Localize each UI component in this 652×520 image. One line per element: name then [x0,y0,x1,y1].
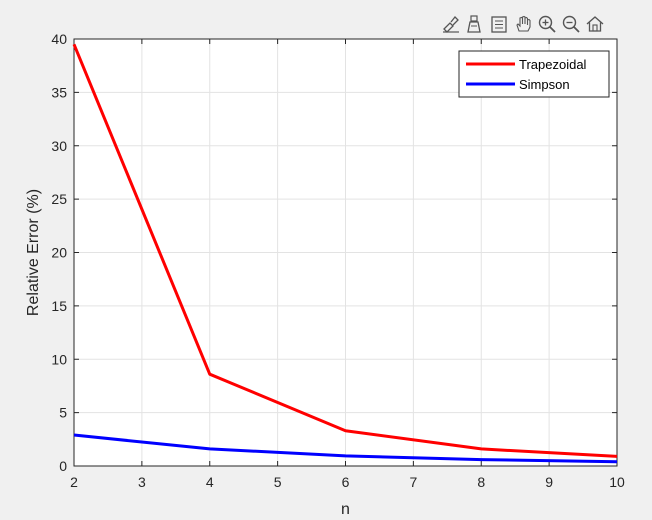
x-tick-label: 6 [342,474,350,490]
legend-label-trapezoidal: Trapezoidal [519,57,587,72]
zoom-in-icon[interactable] [536,13,558,35]
x-tick-label: 5 [274,474,282,490]
home-icon[interactable] [584,13,606,35]
y-tick-label: 20 [51,245,67,261]
x-tick-label: 8 [477,474,485,490]
series-line-trapezoidal [72,43,618,458]
x-tick-label: 10 [609,474,625,490]
y-tick-label: 5 [59,405,67,421]
pan-icon[interactable] [512,13,534,35]
legend-label-simpson: Simpson [519,77,570,92]
zoom-out-icon[interactable] [560,13,582,35]
y-tick-label: 40 [51,31,67,47]
x-tick-label: 4 [206,474,214,490]
x-tick-label: 9 [545,474,553,490]
x-tick-label: 7 [409,474,417,490]
y-tick-label: 0 [59,458,67,474]
x-tick-label: 3 [138,474,146,490]
data-tips-icon[interactable] [464,13,486,35]
legend-icon[interactable] [488,13,510,35]
legend-box [458,50,610,98]
axes-toolbar [440,12,620,36]
x-axis-label: n [341,501,350,518]
y-tick-label: 30 [51,138,67,154]
y-axis-label: Relative Error (%) [25,189,42,316]
x-tick-label: 2 [70,474,78,490]
y-tick-label: 25 [51,191,67,207]
y-tick-label: 10 [51,351,67,367]
y-tick-label: 35 [51,84,67,100]
series-line-simpson [73,433,618,464]
brush-icon[interactable] [440,13,462,35]
y-tick-label: 15 [51,298,67,314]
